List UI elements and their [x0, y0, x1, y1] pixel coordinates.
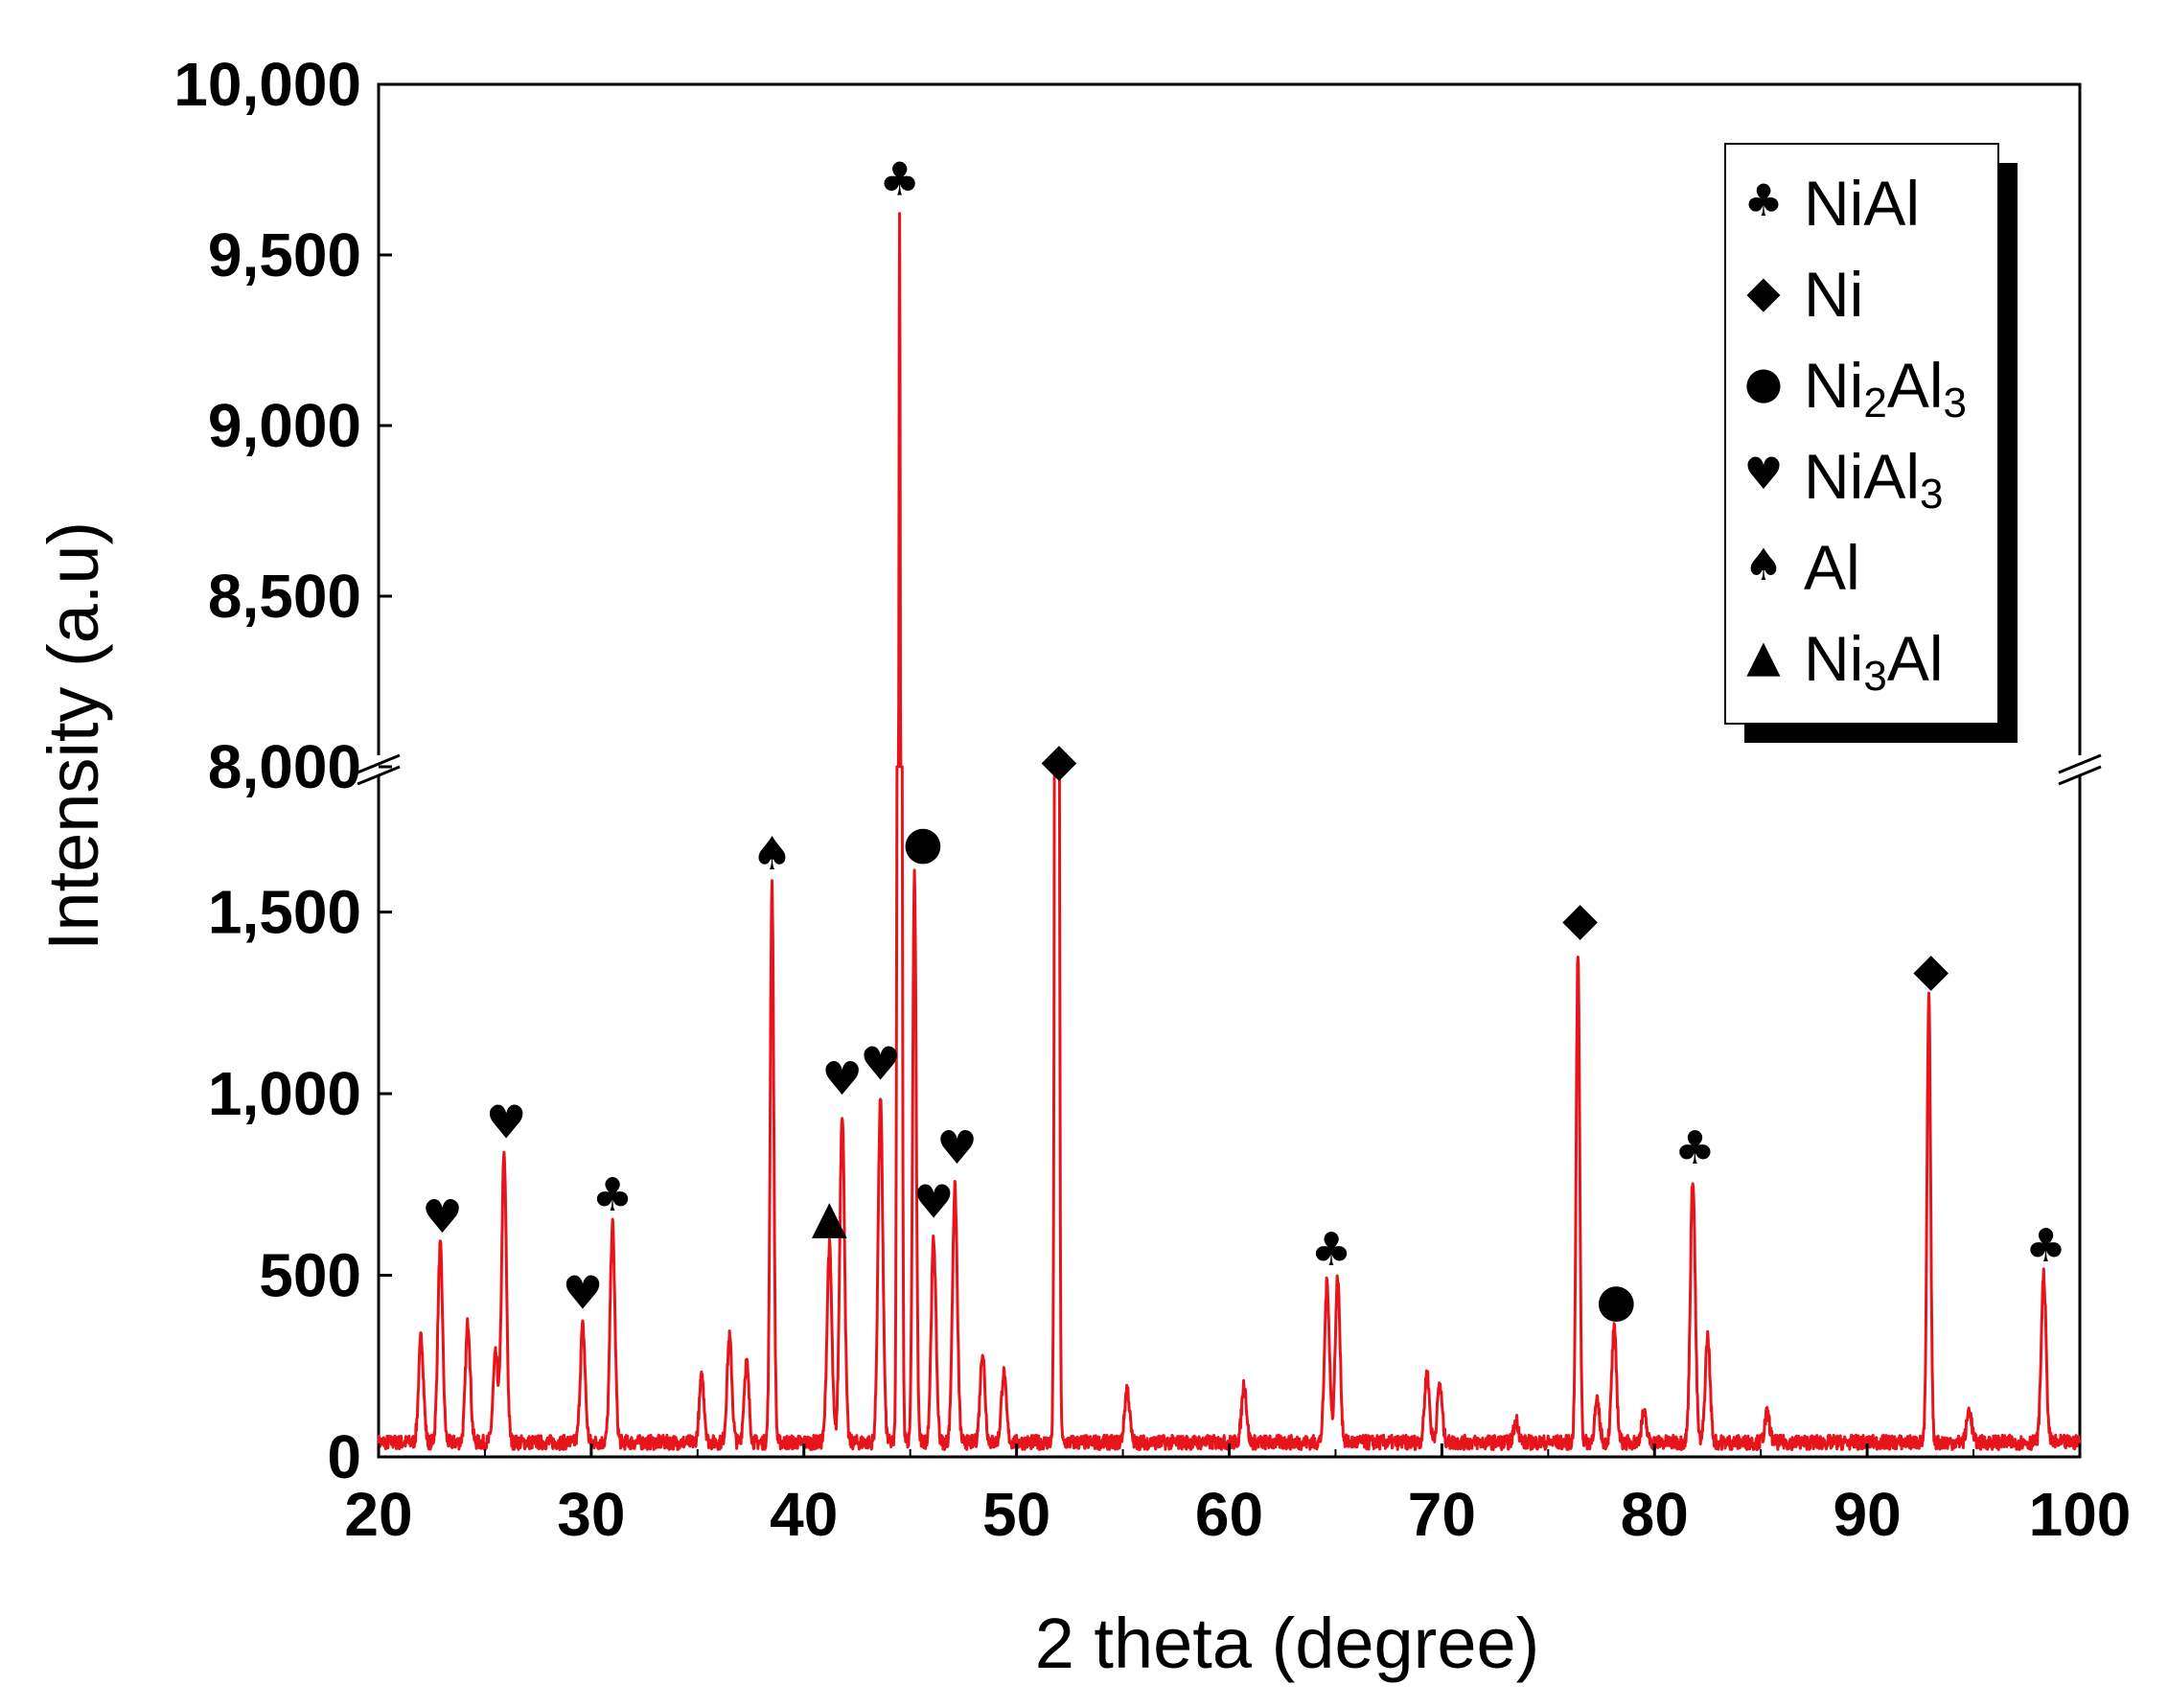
x-tick-label: 20: [344, 1480, 412, 1549]
peak-marker-nial: ♣: [1674, 1121, 1716, 1175]
legend-label: Al: [1804, 532, 1860, 603]
axis-break-mark: [2058, 753, 2102, 774]
marker-layer: ♥♥♥♣♠▲♥♥♣●♥♥◆♣◆●♣◆♣: [422, 153, 2066, 1327]
legend-label: NiAl: [1804, 168, 1920, 239]
peak-marker-ni3al: ▲: [812, 1190, 847, 1244]
legend-symbol: ◆: [1746, 265, 1781, 317]
peak-marker-nial3: ♥: [936, 1121, 978, 1175]
legend: ♣ NiAl◆ Ni● Ni2Al3♥ NiAl3♠ Al▲ Ni3Al: [1724, 143, 2018, 743]
legend-label-part: 2: [1863, 380, 1886, 427]
legend-label-part: NiAl: [1804, 441, 1920, 512]
legend-box: [1724, 143, 1999, 725]
x-tick-label: 70: [1408, 1480, 1476, 1549]
peak-marker-ni: ◆: [1042, 733, 1077, 787]
x-tick-label: 40: [770, 1480, 838, 1549]
axis-break-mark: [357, 765, 401, 786]
y-tick-label: 8,000: [208, 732, 361, 801]
peak-marker-nial3: ♥: [821, 1052, 863, 1106]
legend-symbol: ▲: [1746, 630, 1781, 681]
peak-marker-nial3: ♥: [913, 1176, 955, 1230]
y-axis-title: Intensity (a.u): [34, 521, 113, 951]
x-axis: 20 30 40 50 60 70 80 90 100: [344, 1443, 2131, 1549]
peak-marker-ni2al3: ●: [903, 817, 943, 870]
y-tick-label: 1,500: [208, 878, 361, 947]
y-tick-label: 500: [259, 1241, 361, 1310]
peak-marker-nial: ♣: [879, 153, 920, 207]
legend-label: NiAl3: [1804, 441, 1944, 518]
y-axis: 0 500 1,000 1,500 8,000 8,500 9,000 9,500 10,000: [173, 50, 392, 1491]
peak-marker-nial3: ♥: [422, 1190, 463, 1244]
legend-label-part: Al: [1887, 350, 1944, 421]
y-tick-label: 9,500: [208, 220, 361, 289]
legend-symbol: ●: [1744, 357, 1783, 408]
x-tick-label: 90: [1834, 1480, 1902, 1549]
peak-marker-ni2al3: ●: [1596, 1274, 1636, 1327]
legend-label-part: Ni: [1804, 350, 1863, 421]
peak-marker-nial3: ♥: [860, 1038, 901, 1092]
legend-label-part: 3: [1920, 471, 1943, 518]
legend-symbol: ♠: [1743, 539, 1783, 590]
legend-label-part: 3: [1944, 380, 1967, 427]
peak-marker-nial3: ♥: [562, 1266, 603, 1320]
axis-break-mark: [2058, 765, 2102, 786]
legend-label-part: 3: [1863, 653, 1886, 700]
x-tick-label: 100: [2029, 1480, 2132, 1549]
legend-label: Ni: [1804, 259, 1863, 330]
legend-label-part: Al: [1887, 623, 1944, 694]
peak-marker-al: ♠: [751, 827, 793, 881]
y-tick-label: 0: [327, 1422, 361, 1491]
legend-label-part: Ni: [1804, 623, 1863, 694]
x-tick-label: 60: [1195, 1480, 1263, 1549]
y-tick-label: 9,000: [208, 391, 361, 460]
peak-marker-nial: ♣: [2025, 1219, 2066, 1273]
peak-marker-ni: ◆: [1562, 892, 1598, 946]
legend-symbol: ♣: [1743, 174, 1783, 226]
peak-marker-ni: ◆: [1913, 943, 1949, 997]
x-tick-label: 80: [1621, 1480, 1689, 1549]
x-tick-label: 50: [982, 1480, 1050, 1549]
x-axis-title: 2 theta (degree): [1035, 1604, 1540, 1683]
y-tick-label: 8,500: [208, 562, 361, 631]
legend-symbol: ♥: [1743, 448, 1783, 499]
legend-label: Ni2Al3: [1804, 350, 1967, 427]
peak-marker-nial: ♣: [1310, 1223, 1351, 1277]
y-tick-label: 1,000: [208, 1059, 361, 1128]
peak-marker-nial3: ♥: [486, 1096, 527, 1149]
y-tick-label: 10,000: [173, 50, 361, 119]
legend-label: Ni3Al: [1804, 623, 1944, 700]
peak-marker-nial: ♣: [592, 1168, 634, 1222]
axis-break-mark: [357, 753, 401, 774]
x-tick-label: 30: [557, 1480, 625, 1549]
